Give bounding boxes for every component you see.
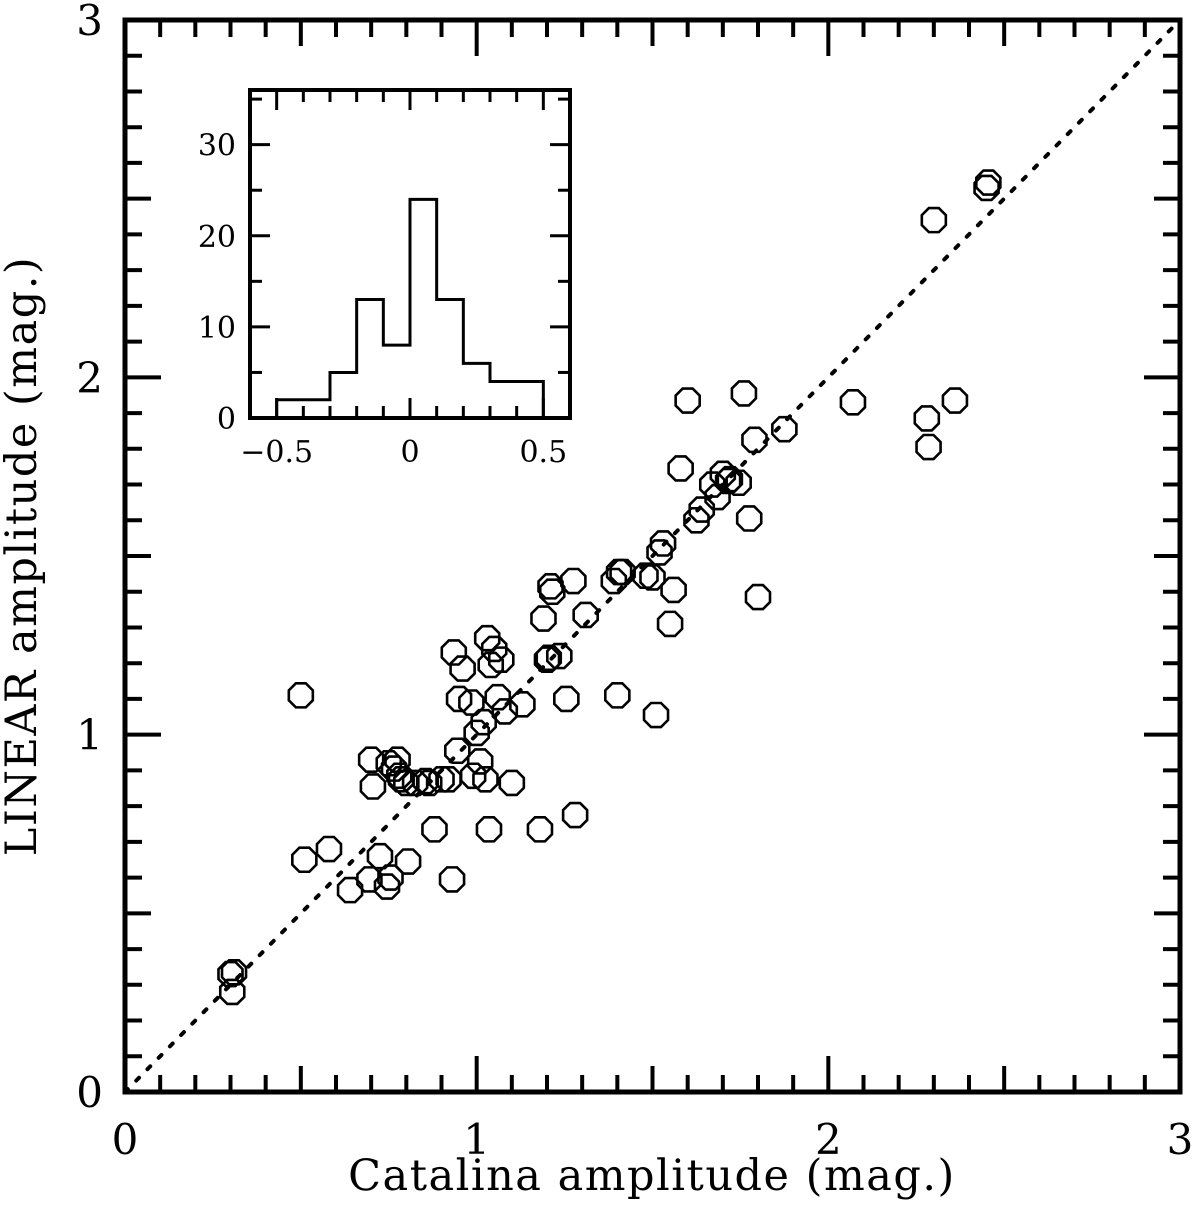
data-point-marker <box>572 601 599 629</box>
data-point-marker <box>667 455 694 482</box>
data-point-marker <box>656 610 684 638</box>
data-point-marker <box>380 755 408 782</box>
data-point-marker <box>600 567 628 595</box>
data-point-marker <box>533 646 561 673</box>
inset-x-tick-label: −0.5 <box>240 435 313 470</box>
data-point-marker <box>484 683 512 711</box>
x-tick-label: 1 <box>463 1115 490 1164</box>
data-point-marker <box>218 978 246 1006</box>
data-point-marker <box>473 624 501 652</box>
data-point-marker <box>526 816 554 843</box>
data-point-marker <box>649 530 677 557</box>
data-point-marker <box>287 682 315 709</box>
data-point-marker <box>487 646 515 673</box>
y-tick-label: 0 <box>76 1068 103 1117</box>
data-point-marker <box>466 748 494 775</box>
data-point-marker <box>683 506 710 534</box>
y-tick-label: 2 <box>76 353 103 402</box>
data-point-marker <box>604 682 631 709</box>
data-point-marker <box>401 769 429 797</box>
data-point-marker <box>359 773 387 800</box>
data-point-marker <box>973 174 1000 202</box>
axis-ticks <box>123 18 1182 1094</box>
data-point-marker <box>839 389 867 416</box>
data-point-marker <box>463 719 490 747</box>
data-point-marker <box>394 848 422 875</box>
inset-x-tick-label: 0 <box>400 435 419 470</box>
x-tick-label: 3 <box>1167 1115 1194 1164</box>
data-point-marker <box>509 690 536 718</box>
data-point-marker <box>444 737 471 765</box>
x-tick-label: 2 <box>815 1115 842 1164</box>
data-point-marker <box>975 169 1002 196</box>
data-point-marker <box>475 816 503 843</box>
data-point-marker <box>477 651 505 679</box>
y-tick-label: 3 <box>76 0 103 45</box>
data-point-marker <box>660 576 687 604</box>
data-point-marker <box>642 701 670 729</box>
data-point-marker <box>373 873 401 900</box>
data-point-marker <box>530 605 557 632</box>
data-point-marker <box>535 644 563 672</box>
data-point-marker <box>698 471 726 498</box>
data-point-marker <box>915 433 942 461</box>
data-point-marker <box>472 766 499 793</box>
data-point-marker <box>714 467 742 495</box>
data-point-marker <box>771 415 798 443</box>
data-point-marker <box>560 567 587 595</box>
one-to-one-line <box>123 18 1182 1094</box>
data-point-marker <box>498 769 526 797</box>
data-point-marker <box>315 835 343 863</box>
x-axis-title: Catalina amplitude (mag.) <box>348 1151 956 1201</box>
data-point-marker <box>480 635 508 663</box>
data-point-marker <box>646 539 673 566</box>
data-point-marker <box>609 558 636 586</box>
data-point-marker <box>415 769 443 797</box>
data-point-marker <box>741 426 768 454</box>
data-point-marker <box>941 387 969 414</box>
data-point-marker <box>913 405 941 432</box>
one-to-one-line-group <box>123 18 1182 1094</box>
inset-x-tick-label: 0.5 <box>519 435 567 470</box>
data-point-marker <box>217 960 244 988</box>
data-point-marker <box>220 958 248 986</box>
data-point-marker <box>920 206 948 234</box>
data-point-marker <box>730 380 758 407</box>
data-point-marker <box>674 387 701 414</box>
data-point-marker <box>438 866 466 893</box>
inset-histogram-outline <box>250 197 570 420</box>
data-point-marker <box>744 583 772 611</box>
inset-y-tick-label: 20 <box>198 220 236 255</box>
data-point-marker <box>639 564 666 591</box>
data-point-marker <box>357 746 385 773</box>
data-point-marker <box>725 469 752 497</box>
data-point-marker <box>449 655 476 682</box>
data-point-marker <box>336 876 364 904</box>
inset-y-tick-label: 0 <box>217 402 236 437</box>
data-point-group <box>217 169 1002 1006</box>
y-axis-title: LINEAR amplitude (mag.) <box>0 256 47 856</box>
data-point-marker <box>688 496 716 523</box>
inset-y-tick-label: 30 <box>198 129 236 164</box>
data-point-marker <box>491 698 519 725</box>
inset-y-tick-label: 10 <box>198 311 236 346</box>
data-point-marker <box>735 505 763 532</box>
data-point-marker <box>421 816 448 843</box>
data-point-marker <box>440 639 468 666</box>
data-point-marker <box>435 766 462 793</box>
x-tick-label: 0 <box>112 1115 139 1164</box>
data-point-marker <box>291 846 318 874</box>
data-point-marker <box>561 801 589 829</box>
data-point-marker <box>553 685 580 713</box>
y-tick-label: 1 <box>76 711 103 760</box>
data-point-marker <box>545 642 573 670</box>
